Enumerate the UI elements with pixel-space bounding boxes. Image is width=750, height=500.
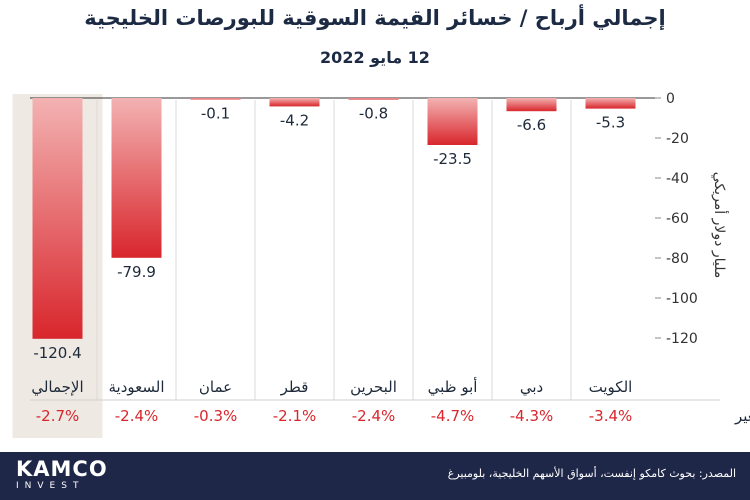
category-label: أبو ظبي: [428, 377, 478, 397]
change-value: -2.1%: [273, 407, 317, 425]
category-label: البحرين: [350, 378, 397, 396]
y-tick-label: -80: [666, 251, 689, 267]
chart-subtitle: 12 مايو 2022: [320, 48, 430, 67]
y-tick-label: -60: [666, 211, 689, 227]
change-value: -2.4%: [352, 407, 396, 425]
change-value: -3.4%: [589, 407, 633, 425]
bar-value-label: -4.2: [280, 111, 309, 129]
bar: [348, 98, 399, 100]
change-value: -4.3%: [510, 407, 554, 425]
bar-value-label: -0.8: [359, 105, 388, 123]
category-label: السعودية: [108, 378, 164, 396]
bar-value-label: -23.5: [433, 150, 472, 168]
bar-value-label: -120.4: [33, 344, 81, 362]
y-tick-label: -100: [666, 291, 698, 307]
bar-chart: 0 -20 -40 -60 -80 -100 -120 مليار دولار أمريكي -…: [12, 91, 750, 438]
category-label: الإجمالي: [31, 378, 83, 397]
bar: [269, 98, 320, 107]
change-value: -4.7%: [431, 407, 475, 425]
change-value: -0.3%: [194, 407, 238, 425]
bar-value-label: -79.9: [117, 263, 156, 281]
bar: [190, 98, 241, 100]
bar: [506, 98, 557, 112]
footer-bar: KAMCO INVEST المصدر: بحوث كامكو إنفست، أ…: [0, 452, 750, 500]
kamco-logo: KAMCO INVEST: [16, 457, 108, 491]
bar: [585, 98, 636, 109]
y-tick-label: 0: [666, 91, 675, 107]
change-value: -2.7%: [36, 407, 80, 425]
category-label: الكويت: [589, 378, 633, 396]
category-label: قطر: [280, 378, 309, 396]
bar: [111, 98, 162, 258]
y-axis-title: مليار دولار أمريكي: [711, 172, 729, 278]
bar: [32, 98, 83, 339]
bar: [427, 98, 478, 145]
bar-value-label: -6.6: [517, 116, 546, 134]
y-tick-label: -120: [666, 331, 698, 347]
category-label: عمان: [199, 378, 232, 396]
y-tick-label: -40: [666, 171, 689, 187]
category-label: دبي: [520, 378, 543, 397]
change-value: -2.4%: [115, 407, 159, 425]
chart-title: إجمالي أرباح / خسائر القيمة السوقية للبو…: [84, 6, 666, 30]
y-tick-label: -20: [666, 131, 689, 147]
source-note: المصدر: بحوث كامكو إنفست، أسواق الأسهم ا…: [447, 467, 736, 480]
bar-value-label: -5.3: [596, 114, 625, 132]
change-row-label: التغير: [734, 407, 750, 425]
bar-value-label: -0.1: [201, 105, 230, 123]
